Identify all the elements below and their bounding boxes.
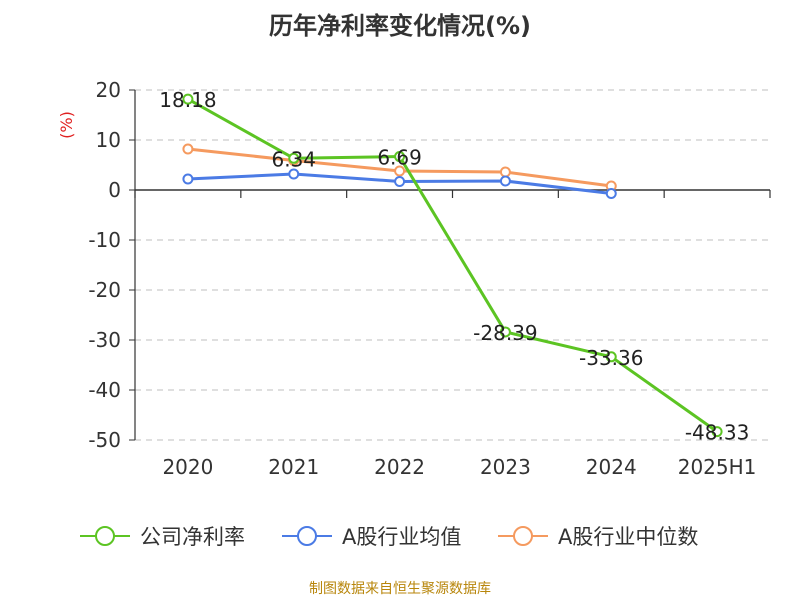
data-label: -48.33 <box>685 421 749 445</box>
x-tick-label: 2021 <box>268 455 319 479</box>
series-line <box>187 97 718 433</box>
legend-swatch-marker <box>513 526 533 546</box>
data-point <box>499 326 511 338</box>
data-point <box>394 176 406 187</box>
legend-swatch-marker <box>297 526 317 546</box>
data-point <box>394 151 406 163</box>
y-tick-label: 10 <box>96 128 121 152</box>
y-tick-label: -10 <box>88 228 121 252</box>
source-note: 制图数据来自恒生聚源数据库 <box>309 581 491 597</box>
data-point <box>499 175 511 187</box>
data-label: -33.36 <box>579 346 643 370</box>
legend-swatch-marker <box>95 526 115 546</box>
legend-label: A股行业中位数 <box>558 525 698 549</box>
y-tick-label: 20 <box>96 78 121 102</box>
data-point <box>394 165 406 177</box>
grid-layer <box>135 89 770 441</box>
y-unit-label: (%) <box>57 111 76 139</box>
y-tick-label: -20 <box>88 278 121 302</box>
legend-label: A股行业均值 <box>342 525 461 549</box>
data-point <box>711 426 723 438</box>
chart-title: 历年净利率变化情况(%) <box>269 12 531 40</box>
label-layer: 18.18 6.34 6.69 -28.39 -33.36 -48.33 <box>159 88 749 445</box>
series-layer <box>182 93 723 438</box>
legend: 公司净利率 A股行业均值 A股行业中位数 <box>80 525 698 549</box>
data-point <box>182 93 194 105</box>
data-point <box>288 168 300 180</box>
x-tick-label: 2025H1 <box>678 455 757 479</box>
x-tick-label: 2020 <box>162 455 213 479</box>
data-point <box>499 166 511 178</box>
y-tick-label: -30 <box>88 328 121 352</box>
data-point <box>605 351 617 363</box>
data-label: 6.34 <box>271 147 316 171</box>
data-label: -28.39 <box>473 321 537 345</box>
y-tick-label: -40 <box>88 378 121 402</box>
y-tick-label: 0 <box>108 178 121 202</box>
data-point <box>182 173 194 185</box>
data-point <box>605 188 617 199</box>
x-tick-label: 2022 <box>374 455 425 479</box>
x-tick-label: 2023 <box>480 455 531 479</box>
x-tick-label: 2024 <box>586 455 637 479</box>
data-point <box>182 143 194 155</box>
data-point <box>288 152 300 164</box>
axis-layer: 20 10 0 -10 -20 -30 -40 -50 (%) 2020 2021 2022 2023 2… <box>57 78 771 479</box>
y-tick-label: -50 <box>88 428 121 452</box>
data-label: 6.69 <box>377 146 422 170</box>
legend-label: 公司净利率 <box>140 525 245 549</box>
data-label: 18.18 <box>159 88 216 112</box>
